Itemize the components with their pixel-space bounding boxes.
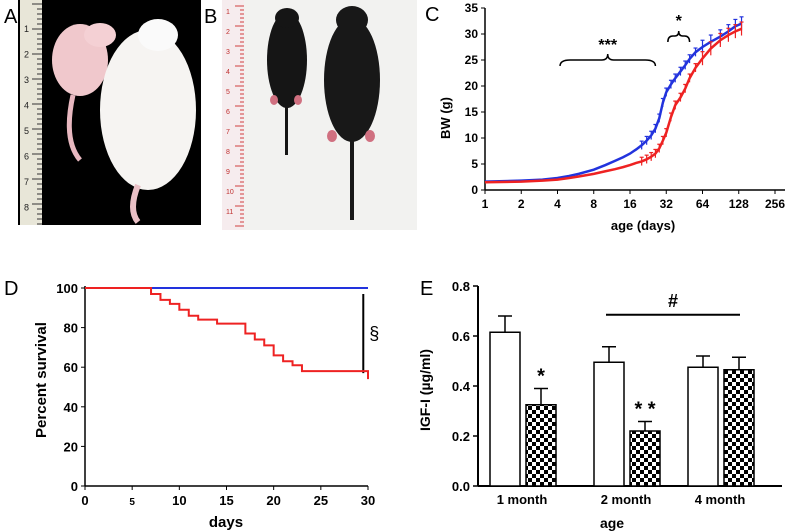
chart-c-sig-triple: *** (598, 37, 617, 54)
chart-e-ytick-label: 0.8 (452, 279, 470, 294)
chart-d-series-line (85, 287, 369, 380)
chart-c-ytick-label: 25 (465, 53, 479, 67)
chart-c-ytick-label: 30 (465, 27, 479, 41)
ruler-a-number: 5 (24, 126, 29, 136)
ruler-b-number: 5 (226, 89, 230, 96)
chart-e-ytick-label: 0.2 (452, 429, 470, 444)
chart-c-xtick-label: 256 (765, 197, 785, 211)
ruler-a-number: 8 (24, 203, 29, 213)
chart-c-xtick-label: 128 (729, 197, 749, 211)
chart-c-xtick-label: 64 (696, 197, 710, 211)
large-mouse (100, 30, 196, 190)
chart-d-ytick-label: 60 (64, 360, 78, 375)
chart-d-ytick-label: 40 (64, 400, 78, 415)
chart-d-survival: 0 20 40 60 80 100 0 5 10 15 20 25 30 § Percent surviv… (33, 281, 379, 531)
ruler-a-marks (32, 3, 42, 225)
ruler-b-marks (235, 5, 244, 227)
chart-d-xlabel: days (209, 514, 243, 531)
chart-e-bar (593, 361, 625, 487)
panel-b-photo: 1 2 3 4 5 6 7 8 9 10 11 (222, 0, 417, 230)
chart-c-xlabel: age (days) (611, 218, 675, 233)
ruler-b-number: 6 (226, 109, 230, 116)
ruler-b-numbers: 1 2 3 4 5 6 7 8 9 10 11 (226, 9, 234, 216)
chart-e-bar (629, 430, 661, 487)
chart-c-xtick-label: 2 (518, 197, 525, 211)
chart-d-xtick-label: 25 (314, 493, 328, 508)
chart-c-ylabel: BW (g) (438, 97, 453, 139)
chart-d-xtick-label: 5 (129, 497, 135, 508)
ruler-a-number: 7 (24, 177, 29, 187)
chart-c-ytick-label: 20 (465, 79, 479, 93)
chart-c-xtick-label: 16 (623, 197, 637, 211)
ruler-a-number: 4 (24, 101, 29, 111)
panel-b-label: B (204, 6, 218, 28)
ruler-a-numbers: 1 2 3 4 5 6 7 8 (24, 24, 29, 213)
chart-c-ytick-label: 35 (465, 1, 479, 15)
ruler-a-number: 6 (24, 152, 29, 162)
chart-d-xtick-label: 0 (81, 493, 88, 508)
chart-e-category-label: 4 month (695, 492, 746, 507)
panel-d-label: D (4, 278, 19, 300)
ruler-a (20, 0, 42, 225)
ruler-a-number: 3 (24, 75, 29, 85)
small-black-mouse (267, 12, 307, 108)
chart-e-bar (525, 404, 557, 487)
chart-d-ytick-label: 100 (56, 281, 78, 296)
chart-d-xtick-label: 15 (219, 493, 233, 508)
chart-e-sig-double-star: * * (634, 399, 655, 421)
ruler-b-number: 11 (226, 209, 233, 216)
ruler-b-number: 4 (226, 69, 230, 76)
ruler-b-number: 8 (226, 149, 230, 156)
chart-c-ytick-label: 10 (465, 131, 479, 145)
chart-d-xtick-label: 20 (266, 493, 280, 508)
chart-d-ytick-label: 20 (64, 439, 78, 454)
ruler-a-number: 1 (24, 24, 29, 34)
chart-c-xtick-label: 4 (554, 197, 561, 211)
chart-e-category-label: 2 month (601, 492, 652, 507)
large-black-mouse (324, 18, 380, 142)
chart-c-ytick-label: 15 (465, 105, 479, 119)
chart-e-ylabel: IGF-I (µg/ml) (417, 349, 433, 431)
panel-e-label: E (420, 278, 434, 300)
ruler-b-number: 1 (226, 9, 230, 16)
chart-d-ytick-label: 80 (64, 321, 78, 336)
ruler-b-number: 7 (226, 129, 230, 136)
chart-e-xlabel: age (600, 515, 624, 531)
chart-d-xtick-label: 10 (172, 493, 186, 508)
ruler-a-number: 2 (24, 50, 29, 60)
chart-d-sig-symbol: § (369, 323, 379, 343)
chart-e-bar (687, 366, 719, 487)
chart-c-xtick-label: 32 (660, 197, 674, 211)
chart-e-hash: # (668, 291, 678, 311)
chart-c-bracket-2 (667, 30, 691, 43)
chart-e-ytick-label: 0.0 (452, 479, 470, 494)
chart-c-xtick-label: 1 (482, 197, 489, 211)
chart-e-sig-star: * (537, 366, 545, 388)
panel-c-label: C (425, 4, 440, 26)
chart-d-ylabel: Percent survival (33, 322, 50, 438)
panel-a-label: A (4, 6, 18, 28)
chart-e-bar (489, 331, 521, 487)
chart-c-xtick-label: 8 (590, 197, 597, 211)
chart-e-ytick-label: 0.6 (452, 329, 470, 344)
ruler-b-number: 9 (226, 169, 230, 176)
chart-c-sig-single: * (676, 13, 683, 30)
chart-e-igf: 0.0 0.2 0.4 0.6 0.8 1 month 2 month 4 month * * *… (417, 279, 782, 531)
chart-d-ytick-label: 0 (71, 479, 78, 494)
ruler-b-number: 2 (226, 29, 230, 36)
chart-d-xtick-label: 30 (361, 493, 375, 508)
chart-e-bar (723, 369, 755, 487)
chart-e-category-label: 1 month (497, 492, 548, 507)
ruler-b-number: 10 (226, 189, 234, 196)
chart-c-ytick-label: 5 (471, 157, 478, 171)
chart-c-ytick-label: 0 (471, 183, 478, 197)
panel-a-photo: 1 2 3 4 5 6 7 8 (18, 0, 201, 225)
chart-e-ytick-label: 0.4 (452, 379, 471, 394)
ruler-b (222, 0, 244, 230)
ruler-b-number: 3 (226, 49, 230, 56)
chart-c-bracket-1 (559, 53, 657, 67)
